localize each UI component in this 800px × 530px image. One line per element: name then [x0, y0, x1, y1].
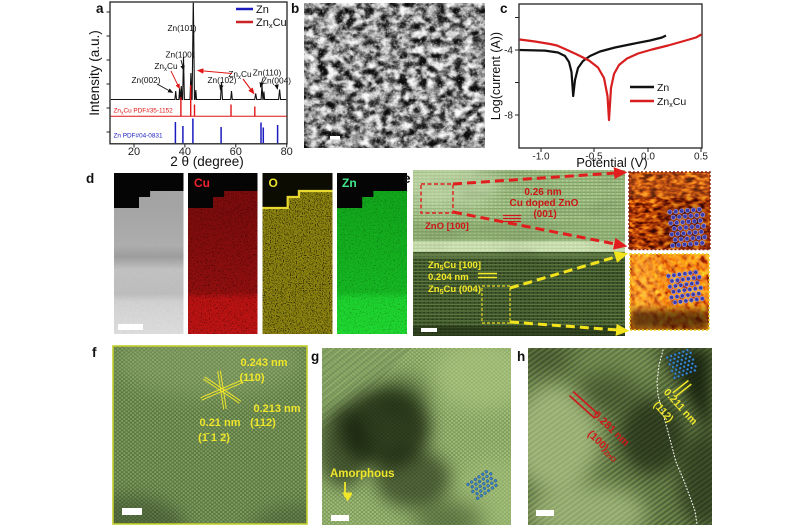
svg-text:Log(current (A)): Log(current (A)) — [489, 32, 503, 120]
svg-text:Zn: Zn — [657, 82, 669, 94]
svg-text:-0.5: -0.5 — [585, 152, 603, 163]
svg-text:Cu: Cu — [194, 176, 210, 190]
svg-text:Zn: Zn — [342, 176, 357, 190]
svg-text:20: 20 — [128, 146, 140, 158]
svg-text:(001): (001) — [533, 209, 556, 220]
svg-text:0.26 nm: 0.26 nm — [524, 187, 561, 198]
svg-text:Zn PDF#04-0831: Zn PDF#04-0831 — [114, 133, 163, 140]
svg-text:0.21 nm: 0.21 nm — [200, 417, 241, 429]
svg-text:0.0: 0.0 — [641, 152, 655, 163]
svg-text:0.213 nm: 0.213 nm — [253, 403, 300, 415]
svg-text:Zn(110): Zn(110) — [253, 68, 282, 78]
svg-text:d: d — [86, 171, 94, 186]
svg-text:2 θ (degree): 2 θ (degree) — [170, 154, 244, 169]
svg-text:ZnO [100]: ZnO [100] — [425, 221, 469, 232]
svg-text:O: O — [269, 176, 278, 190]
svg-text:g: g — [311, 349, 319, 364]
svg-text:0.5: 0.5 — [694, 152, 708, 163]
svg-text:h: h — [517, 349, 525, 364]
svg-text:b: b — [291, 1, 299, 16]
svg-text:f: f — [92, 345, 97, 360]
svg-text:a: a — [96, 1, 104, 16]
svg-text:Zn(004): Zn(004) — [262, 76, 291, 86]
svg-text:c: c — [500, 1, 508, 16]
svg-text:Zn(102): Zn(102) — [207, 75, 236, 85]
svg-text:(1̣12): (1̣12) — [250, 417, 276, 429]
svg-text:Zn(101): Zn(101) — [167, 23, 196, 33]
svg-text:Amorphous: Amorphous — [330, 468, 395, 480]
svg-text:Zn5Cu [100]: Zn5Cu [100] — [428, 260, 481, 272]
svg-text:ZnxCu: ZnxCu — [154, 61, 178, 73]
svg-text:Zn: Zn — [256, 4, 269, 16]
svg-text:60: 60 — [230, 146, 242, 158]
svg-text:-4: -4 — [504, 46, 513, 57]
svg-text:ZnxCu: ZnxCu — [657, 96, 686, 109]
svg-text:80: 80 — [281, 146, 293, 158]
svg-text:Potential (V): Potential (V) — [576, 155, 648, 170]
svg-text:ZnxCu PDF#35-1152: ZnxCu PDF#35-1152 — [114, 108, 174, 117]
svg-text:0.243 nm: 0.243 nm — [240, 357, 287, 369]
svg-text:Zn(002): Zn(002) — [131, 75, 160, 85]
svg-text:(1̄ 1 2): (1̄ 1 2) — [198, 432, 230, 444]
svg-text:Zn(100): Zn(100) — [165, 50, 194, 60]
svg-text:0.204 nm: 0.204 nm — [428, 272, 469, 283]
svg-text:ZnxCu: ZnxCu — [256, 17, 287, 30]
svg-text:Zn5Cu (004): Zn5Cu (004) — [428, 284, 481, 296]
svg-text:ZnxCu: ZnxCu — [228, 69, 252, 81]
svg-text:-1.0: -1.0 — [532, 152, 550, 163]
svg-text:Intensity (a.u.): Intensity (a.u.) — [87, 30, 102, 116]
svg-text:Cu doped ZnO: Cu doped ZnO — [510, 198, 579, 209]
svg-text:e: e — [403, 171, 411, 186]
svg-text:-8: -8 — [504, 111, 513, 122]
svg-text:(110): (110) — [239, 372, 264, 384]
svg-text:40: 40 — [179, 146, 191, 158]
